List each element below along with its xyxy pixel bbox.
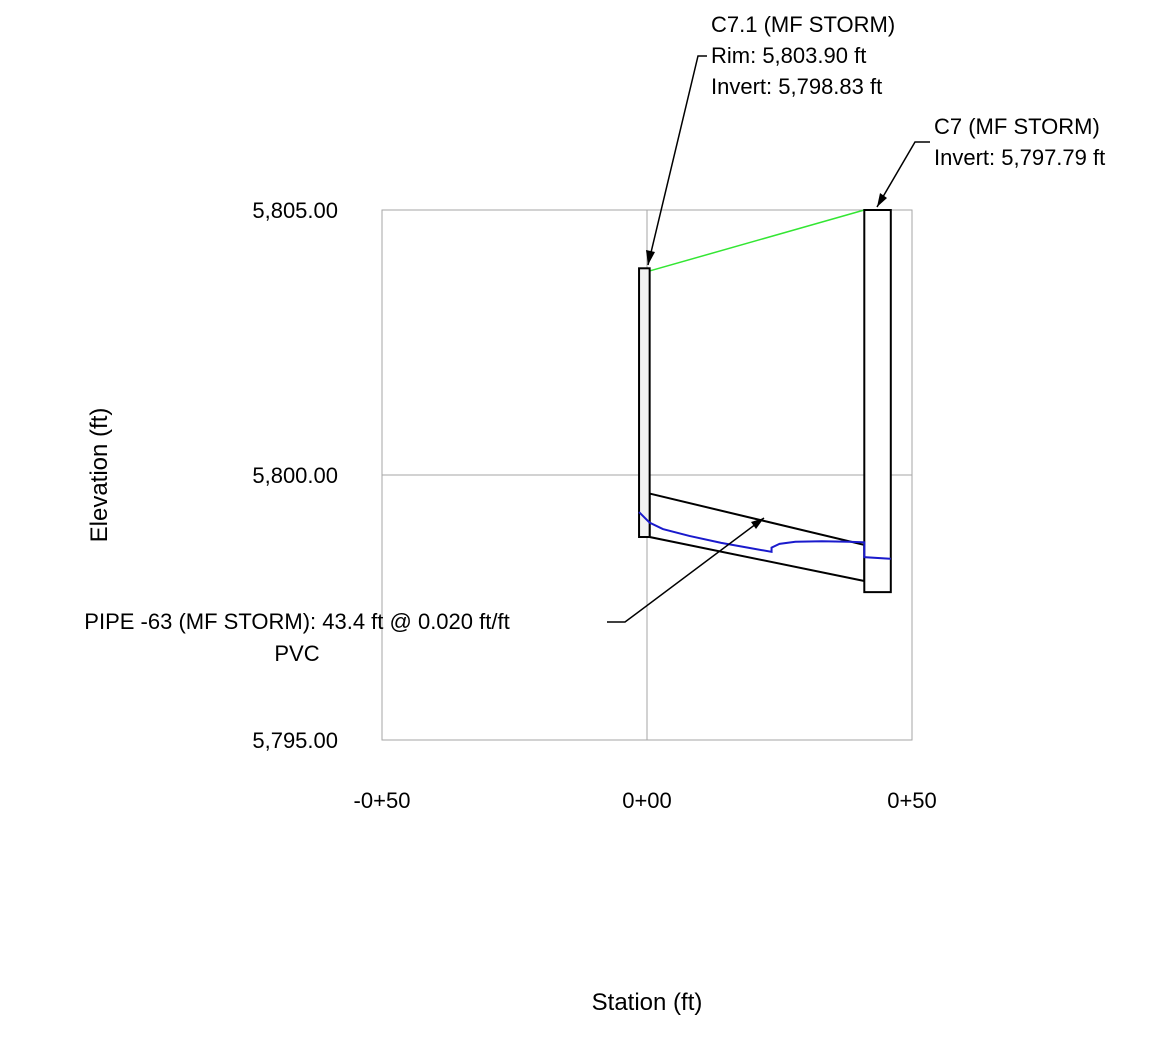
- c7-1-leader-arrow: [646, 250, 655, 265]
- y-tick-label: 5,805.00: [252, 198, 338, 223]
- pipe-label-material: PVC: [274, 641, 319, 666]
- c7-1-label-rim: Rim: 5,803.90 ft: [711, 43, 866, 68]
- c7-leader-line: [876, 141, 930, 208]
- c7-1-callout: C7.1 (MF STORM) Rim: 5,803.90 ft Invert:…: [646, 12, 895, 266]
- structure-c7: [863, 209, 892, 594]
- profile-marks: [638, 209, 892, 594]
- hydraulic-grade-line: [638, 511, 891, 560]
- tick-labels: -0+50 0+00 0+50 5,805.00 5,800.00 5,795.00: [252, 198, 936, 813]
- x-tick-label: -0+50: [354, 788, 411, 813]
- pipe-label-main: PIPE -63 (MF STORM): 43.4 ft @ 0.020 ft/…: [84, 609, 509, 634]
- c7-label-invert: Invert: 5,797.79 ft: [934, 145, 1105, 170]
- c7-callout: C7 (MF STORM) Invert: 5,797.79 ft: [876, 114, 1105, 208]
- pipe-leader-line: [607, 517, 765, 623]
- structure-c7-1: [638, 267, 651, 539]
- y-axis-title: Elevation (ft): [86, 408, 113, 543]
- c7-1-label-name: C7.1 (MF STORM): [711, 12, 895, 37]
- y-tick-label: 5,795.00: [252, 728, 338, 753]
- c7-1-leader-line: [647, 55, 707, 266]
- pipe-leader-arrow: [751, 518, 764, 529]
- c7-label-name: C7 (MF STORM): [934, 114, 1100, 139]
- x-axis-title: Station (ft): [592, 989, 703, 1016]
- x-tick-label: 0+50: [887, 788, 937, 813]
- ground-surface-line: [649, 209, 865, 272]
- x-tick-label: 0+00: [622, 788, 672, 813]
- pipe-segment: [648, 492, 866, 583]
- c7-leader-arrow: [877, 193, 887, 207]
- c7-1-label-invert: Invert: 5,798.83 ft: [711, 74, 882, 99]
- y-tick-label: 5,800.00: [252, 463, 338, 488]
- pipe-callout: PIPE -63 (MF STORM): 43.4 ft @ 0.020 ft/…: [84, 517, 765, 666]
